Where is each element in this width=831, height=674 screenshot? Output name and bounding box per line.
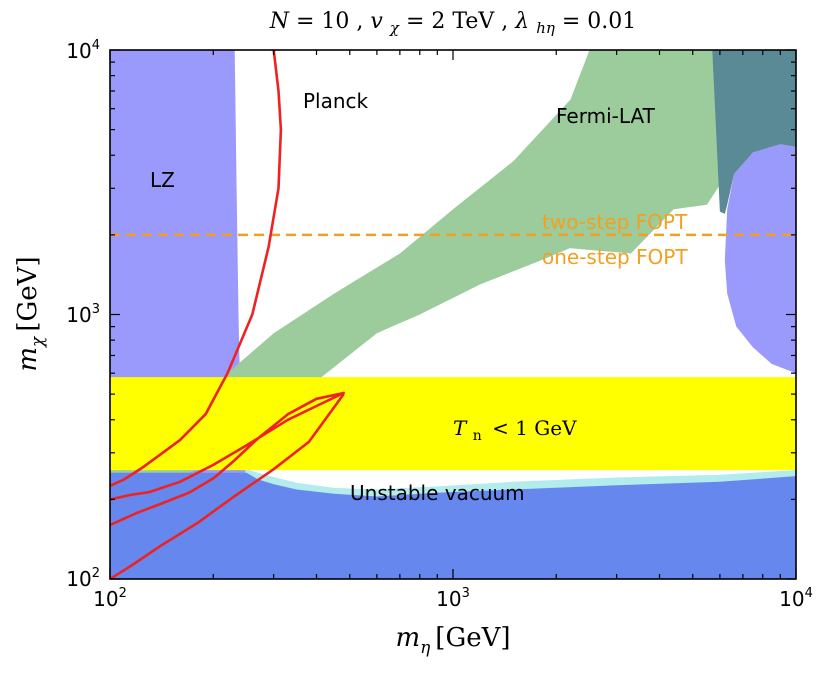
x-axis-label: mη [GeV] <box>395 623 510 658</box>
plot-area <box>110 50 796 579</box>
regions-layer <box>110 50 796 579</box>
curve-planck-0 <box>110 50 283 487</box>
title-v-symbol: v <box>370 9 383 34</box>
title-lambda-subscript: hη <box>536 19 555 37</box>
svg-text:mχ[GeV]: mχ[GeV] <box>13 256 48 371</box>
y-tick-label-100: 102 <box>66 566 100 591</box>
region-fermi-lat-4 <box>712 50 796 214</box>
region-t-n-1-gev-6 <box>110 377 796 471</box>
title-v-value: 2 TeV <box>431 9 495 34</box>
annotation-two-step-fopt: two-step FOPT <box>542 210 688 234</box>
region-unstable-vacuum-7 <box>110 472 796 579</box>
annotation-planck: Planck <box>303 89 369 113</box>
title-n-symbol: N <box>269 9 290 34</box>
curve-planck-1 <box>110 391 346 527</box>
y-tick-label-1000: 103 <box>66 302 100 327</box>
title-lambda-symbol: λ <box>514 9 529 34</box>
annotation-tn-subscript: n <box>473 428 482 444</box>
svg-text:mη[GeV]: mη [GeV] <box>395 623 510 658</box>
x-tick-label-100: 102 <box>93 586 127 611</box>
annotation-lz: LZ <box>150 168 175 192</box>
y-tick-labels: 102 103 104 <box>66 38 100 591</box>
ticks-layer <box>109 49 797 580</box>
annotation-one-step-fopt: one-step FOPT <box>542 245 688 269</box>
annotation-tn-symbol: T <box>453 416 468 440</box>
x-tick-label-1000: 103 <box>436 586 470 611</box>
curve-planck-2 <box>110 393 345 579</box>
title-v-subscript: χ <box>389 19 400 37</box>
curves-layer <box>110 50 346 579</box>
region-lz-2 <box>724 144 796 374</box>
x-tick-labels: 102 103 104 <box>93 586 813 611</box>
x-tick-label-10000: 104 <box>779 586 813 611</box>
svg-text:N = 10 ,: N = 10 , v χ = 2 TeV , λ hη = 0.01 <box>269 9 637 39</box>
annotation-fermi-lat: Fermi-LAT <box>556 104 656 128</box>
annotation-tn-rest: < 1 GeV <box>492 416 577 440</box>
annotations-layer: Planck Fermi-LAT LZ two-step FOPT one-st… <box>150 89 688 505</box>
chart-title: N = 10 , v χ = 2 TeV , λ hη = 0.01 <box>269 9 637 39</box>
y-tick-label-10000: 104 <box>66 38 100 63</box>
title-n-value: 10 <box>321 9 349 34</box>
y-axis-label: mχ[GeV] <box>13 256 48 371</box>
annotation-unstable-vacuum: Unstable vacuum <box>350 481 525 505</box>
annotation-tn: T n < 1 GeV <box>453 416 577 445</box>
title-lambda-value: 0.01 <box>587 9 636 34</box>
